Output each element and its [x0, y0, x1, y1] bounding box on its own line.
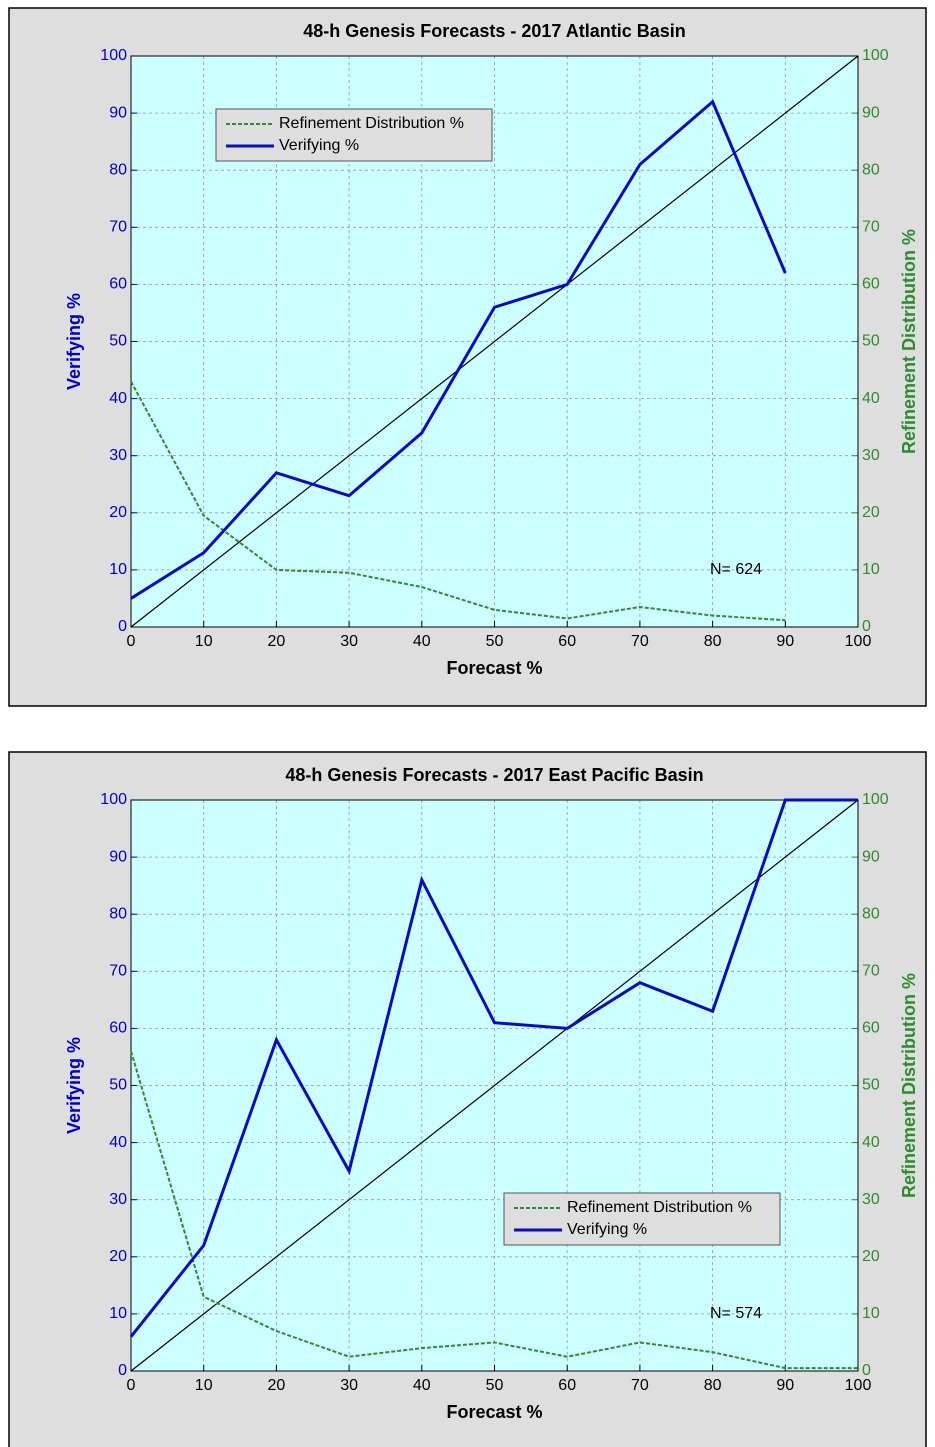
y2-tick-label: 40 — [862, 390, 880, 407]
x-tick-label: 60 — [558, 1377, 576, 1394]
y-tick-label: 10 — [109, 1305, 127, 1322]
y2-axis-label: Refinement Distribution % — [899, 973, 919, 1198]
y-tick-label: 50 — [109, 1077, 127, 1094]
x-tick-label: 20 — [268, 1377, 286, 1394]
x-tick-label: 80 — [704, 633, 722, 650]
chart-title: 48-h Genesis Forecasts - 2017 Atlantic B… — [303, 21, 686, 41]
y-tick-label: 90 — [109, 848, 127, 865]
x-tick-label: 30 — [340, 1377, 358, 1394]
x-tick-label: 10 — [195, 1377, 213, 1394]
y2-tick-label: 80 — [862, 161, 880, 178]
y-tick-label: 100 — [100, 791, 127, 808]
y2-tick-label: 50 — [862, 333, 880, 350]
y2-tick-label: 20 — [862, 1248, 880, 1265]
y2-tick-label: 60 — [862, 1020, 880, 1037]
series-line — [130, 99, 787, 600]
y-tick-label: 70 — [109, 219, 127, 236]
y-tick-label: 70 — [109, 963, 127, 980]
y-tick-label: 40 — [109, 390, 127, 407]
y2-tick-label: 20 — [862, 504, 880, 521]
y2-tick-label: 50 — [862, 1077, 880, 1094]
y2-tick-label: 70 — [862, 963, 880, 980]
y-tick-label: 60 — [109, 1020, 127, 1037]
series-line — [130, 380, 786, 622]
annotation: N= 624 — [710, 561, 762, 578]
legend: Refinement Distribution % Verifying % — [215, 108, 493, 162]
x-tick-label: 60 — [558, 633, 576, 650]
x-tick-label: 90 — [776, 1377, 794, 1394]
y2-tick-label: 10 — [862, 1305, 880, 1322]
legend-label: Refinement Distribution % — [279, 115, 464, 132]
y-tick-label: 0 — [118, 618, 127, 635]
legend-box — [215, 108, 493, 162]
y2-tick-label: 0 — [862, 618, 871, 635]
y2-tick-label: 100 — [862, 791, 889, 808]
y-tick-label: 90 — [109, 104, 127, 121]
legend-label: Refinement Distribution % — [567, 1199, 752, 1216]
annotation: N= 574 — [710, 1305, 762, 1322]
plot-frame — [130, 799, 859, 1372]
y2-tick-label: 0 — [862, 1362, 871, 1379]
y-tick-label: 80 — [109, 905, 127, 922]
x-tick-label: 70 — [631, 633, 649, 650]
x-tick-label: 90 — [776, 633, 794, 650]
legend-label: Verifying % — [567, 1221, 647, 1238]
y2-tick-label: 10 — [862, 561, 880, 578]
x-tick-label: 50 — [486, 633, 504, 650]
y-axis-label: Verifying % — [64, 293, 84, 390]
plot-frame — [130, 55, 859, 628]
y2-tick-label: 30 — [862, 1191, 880, 1208]
chart-panel: 48-h Genesis Forecasts - 2017 Atlantic B… — [8, 7, 927, 707]
y-tick-label: 50 — [109, 333, 127, 350]
x-tick-label: 20 — [268, 633, 286, 650]
y2-tick-label: 80 — [862, 905, 880, 922]
x-tick-label: 80 — [704, 1377, 722, 1394]
y2-tick-label: 90 — [862, 104, 880, 121]
y2-tick-label: 30 — [862, 447, 880, 464]
y-tick-label: 30 — [109, 1191, 127, 1208]
y-tick-label: 80 — [109, 161, 127, 178]
y-tick-label: 60 — [109, 276, 127, 293]
legend-box — [503, 1192, 781, 1246]
x-tick-label: 50 — [486, 1377, 504, 1394]
y2-tick-label: 100 — [862, 47, 889, 64]
y2-tick-label: 40 — [862, 1134, 880, 1151]
x-tick-label: 30 — [340, 633, 358, 650]
y-tick-label: 30 — [109, 447, 127, 464]
y2-tick-label: 70 — [862, 219, 880, 236]
x-tick-label: 70 — [631, 1377, 649, 1394]
legend: Refinement Distribution % Verifying % — [503, 1192, 781, 1246]
series-line — [130, 1050, 858, 1370]
y-tick-label: 20 — [109, 1248, 127, 1265]
x-axis-label: Forecast % — [446, 1402, 542, 1422]
x-tick-label: 0 — [127, 633, 136, 650]
y-tick-label: 10 — [109, 561, 127, 578]
x-tick-label: 40 — [413, 1377, 431, 1394]
y2-tick-label: 90 — [862, 848, 880, 865]
x-tick-label: 0 — [127, 1377, 136, 1394]
x-tick-label: 100 — [845, 1377, 872, 1394]
chart-title: 48-h Genesis Forecasts - 2017 East Pacif… — [285, 765, 703, 785]
series-line — [129, 798, 858, 1338]
x-tick-label: 10 — [195, 633, 213, 650]
y-axis-label: Verifying % — [64, 1037, 84, 1134]
x-tick-label: 40 — [413, 633, 431, 650]
y2-tick-label: 60 — [862, 276, 880, 293]
x-axis-label: Forecast % — [446, 658, 542, 678]
y2-axis-label: Refinement Distribution % — [899, 229, 919, 454]
chart-panel: 48-h Genesis Forecasts - 2017 East Pacif… — [8, 751, 927, 1447]
x-tick-label: 100 — [845, 633, 872, 650]
reference-diagonal — [130, 799, 859, 1372]
y-tick-label: 40 — [109, 1134, 127, 1151]
y-tick-label: 20 — [109, 504, 127, 521]
y-tick-label: 100 — [100, 47, 127, 64]
legend-label: Verifying % — [279, 137, 359, 154]
y-tick-label: 0 — [118, 1362, 127, 1379]
reference-diagonal — [130, 55, 859, 628]
